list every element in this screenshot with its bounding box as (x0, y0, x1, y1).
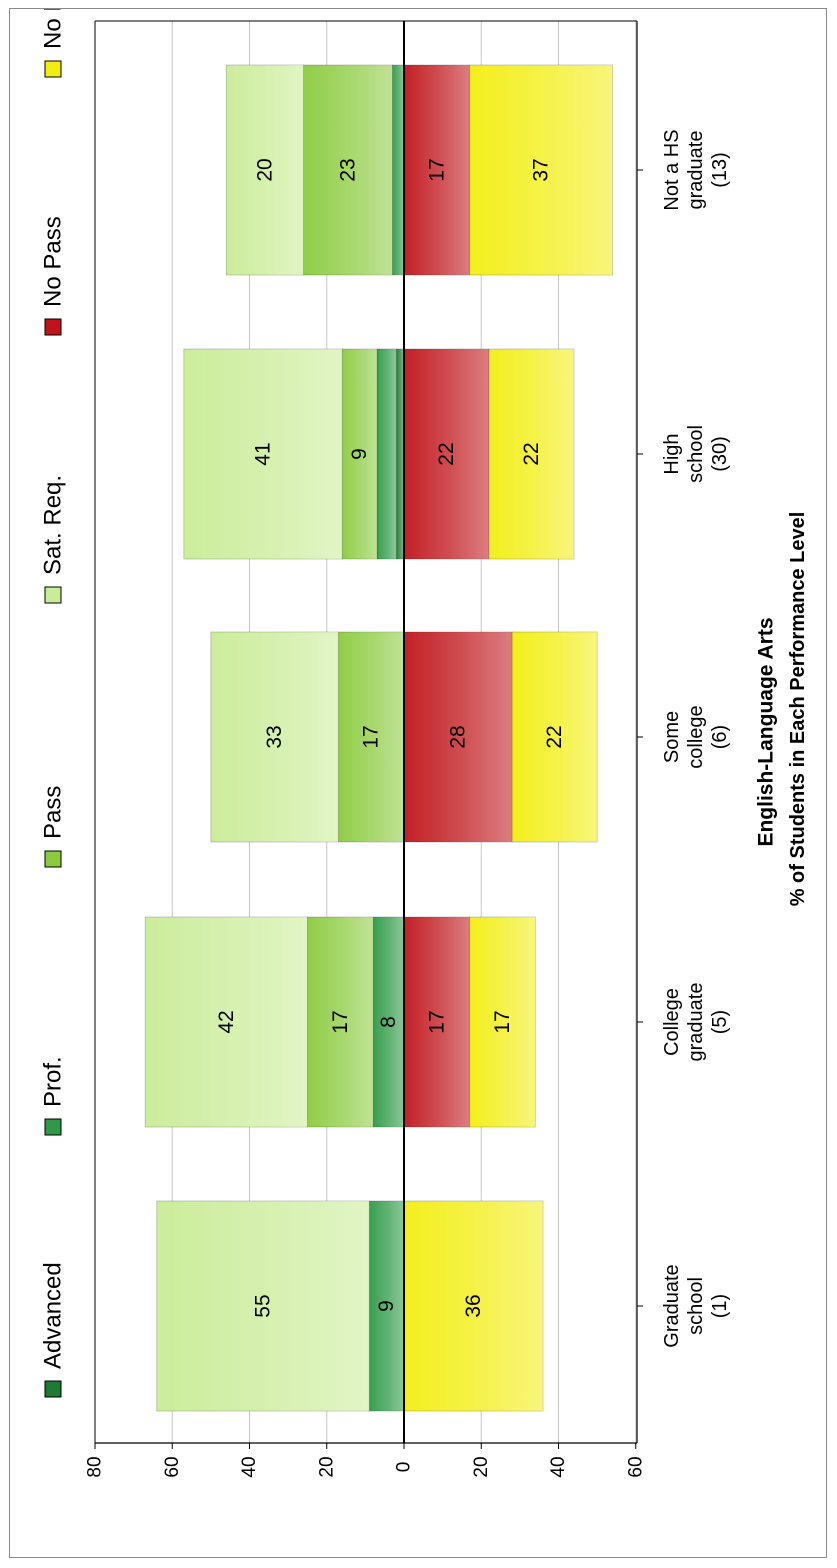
category-label: college (685, 705, 707, 768)
bar-prof-shine (373, 917, 404, 1127)
data-label: 22 (520, 442, 543, 465)
data-label: 41 (252, 442, 275, 465)
data-label: 9 (348, 448, 371, 460)
y-tick-label: 20 (316, 1456, 337, 1477)
data-label: 17 (491, 1010, 514, 1033)
data-label: 17 (329, 1010, 352, 1033)
legend-swatch-no-pass (44, 318, 62, 336)
y-tick-label: 0 (394, 1462, 415, 1473)
legend-label: Sat. Req. (40, 475, 67, 575)
category-label: College (661, 988, 683, 1056)
data-label: 42 (215, 1010, 238, 1033)
y-tick-label: 20 (471, 1456, 492, 1477)
bar-no-pass-shine (404, 65, 470, 275)
chart-frame: 80 60 40 20 0 20 40 60 9 55 36 8 17 42 17 17 17 33 28 22 9 41… (9, 8, 827, 1558)
legend-swatch-pass (44, 850, 62, 868)
data-label: 33 (263, 725, 286, 748)
data-label: 22 (435, 442, 458, 465)
data-label: 20 (253, 158, 276, 181)
data-label: 8 (377, 1016, 400, 1028)
data-label: 17 (425, 1010, 448, 1033)
category-label: Some (661, 711, 683, 763)
legend-label: No Data (40, 9, 67, 49)
legend-swatch-no-data (44, 60, 62, 78)
category-label: (6) (709, 725, 731, 749)
legend-swatch-sat-req (44, 586, 62, 604)
bar-sat-req-shine (156, 1201, 370, 1411)
bar-no-pass-shine (404, 917, 470, 1127)
bar-prof-shine (376, 349, 397, 559)
data-label: 36 (462, 1294, 485, 1317)
y-tick-label: 60 (162, 1456, 183, 1477)
data-label: 28 (447, 725, 470, 748)
bar-no-data-shine (469, 65, 613, 275)
bar-no-pass-shine (404, 632, 513, 842)
bar-sat-req-shine (145, 917, 308, 1127)
bar-pass-shine (342, 349, 377, 559)
legend-label: Pass (40, 786, 67, 839)
y-axis-title: % of Students in Each Performance Level (787, 512, 809, 907)
bar-advanced-shine (396, 349, 404, 559)
data-label: 17 (360, 725, 383, 748)
category-label: (1) (709, 1294, 731, 1318)
data-label: 37 (530, 158, 553, 181)
category-label: graduate (685, 131, 707, 210)
bar-no-data-shine (512, 632, 598, 842)
legend-label: Prof. (40, 1056, 67, 1107)
bar-pass-shine (303, 65, 393, 275)
bar-pass-shine (307, 917, 374, 1127)
y-tick-label: 40 (239, 1456, 260, 1477)
y-tick-label: 60 (625, 1456, 646, 1477)
chart: 80 60 40 20 0 20 40 60 9 55 36 8 17 42 17 17 17 33 28 22 9 41… (40, 9, 810, 1478)
bar-sat-req-shine (210, 632, 339, 842)
bar-prof-shine (392, 65, 404, 275)
legend-swatch-advanced (44, 1380, 62, 1398)
data-label: 23 (336, 158, 359, 181)
bar-pass-shine (338, 632, 404, 842)
category-label: school (685, 425, 707, 483)
bar-no-data-shine (404, 1201, 544, 1411)
category-label: Not a HS (661, 129, 683, 210)
bar-sat-req-shine (183, 349, 343, 559)
category-label: High (661, 433, 683, 474)
y-tick-label: 40 (548, 1456, 569, 1477)
y-tick-label: 80 (85, 1456, 106, 1477)
bar-no-data-shine (488, 349, 574, 559)
legend-label: No Pass (40, 216, 67, 307)
data-label: 17 (425, 158, 448, 181)
data-label: 22 (543, 725, 566, 748)
category-label: graduate (685, 983, 707, 1062)
bar-no-pass-shine (404, 349, 489, 559)
bar-sat-req-shine (226, 65, 304, 275)
category-label: (13) (709, 152, 731, 188)
bar-prof-shine (369, 1201, 404, 1411)
data-label: 9 (375, 1300, 398, 1312)
legend-label: Advanced (40, 1262, 67, 1369)
category-label: Graduate (661, 1264, 683, 1347)
x-axis-title: English-Language Arts (755, 617, 778, 846)
category-label: (5) (709, 1010, 731, 1034)
category-label: (30) (709, 436, 731, 472)
data-label: 55 (252, 1294, 275, 1317)
legend-swatch-prof (44, 1118, 62, 1136)
bar-no-data-shine (469, 917, 536, 1127)
category-label: school (685, 1277, 707, 1335)
